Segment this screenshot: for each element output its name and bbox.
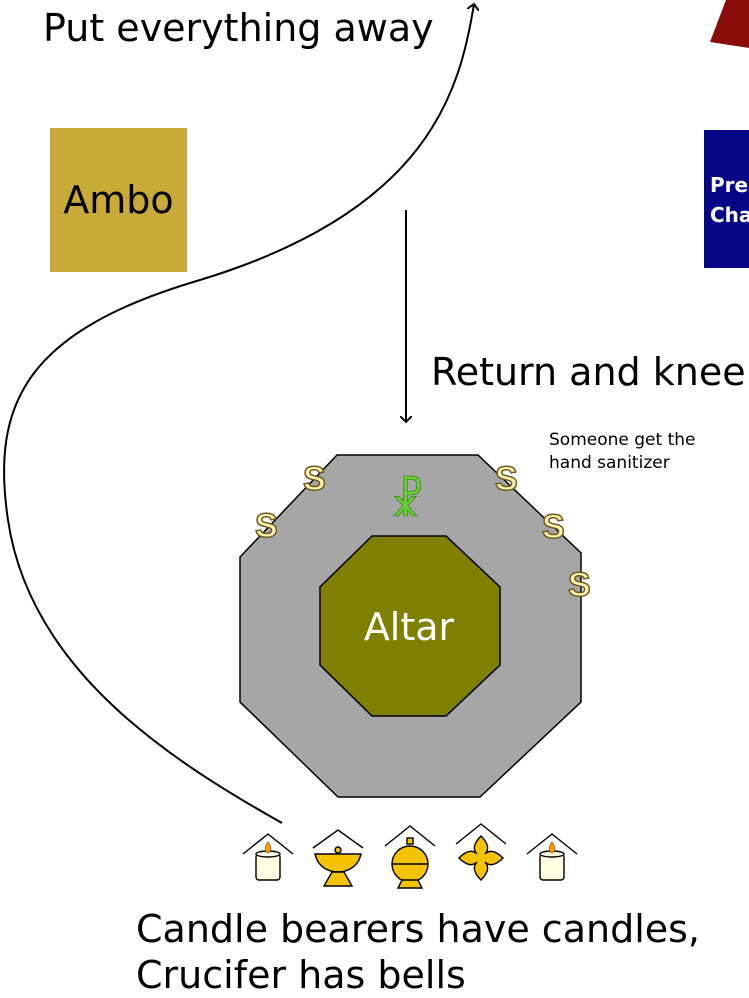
- red-shape: [710, 0, 749, 48]
- ambo-label: Ambo: [63, 178, 174, 222]
- server-marker: S: [303, 460, 326, 498]
- caption-line1: Candle bearers have candles,: [136, 907, 701, 951]
- chair-label-line2: Cha: [710, 203, 749, 227]
- chi-rho-icon: ☧: [390, 475, 424, 527]
- bowl-icon: [312, 829, 364, 887]
- return-kneel-label: Return and kneel: [431, 350, 749, 394]
- candle-icon: [526, 833, 578, 881]
- chair-label: Pre Cha: [710, 170, 749, 230]
- put-away-label: Put everything away: [43, 6, 434, 50]
- ambo-box: Ambo: [50, 128, 187, 272]
- candle-icon: [242, 833, 294, 881]
- chair-label-line1: Pre: [710, 173, 749, 197]
- curved-path-arrow: [3, 4, 474, 824]
- altar: [319, 535, 501, 717]
- altar-label: Altar: [363, 605, 455, 649]
- server-marker: S: [568, 566, 591, 604]
- bell-icon: [384, 825, 436, 889]
- procession-caption: Candle bearers have candles, Crucifer ha…: [136, 906, 749, 998]
- sanitizer-note: Someone get the hand sanitizer: [549, 429, 749, 475]
- procession-icons: [242, 823, 578, 889]
- sanitizer-note-line2: hand sanitizer: [549, 453, 670, 473]
- server-marker: S: [255, 507, 278, 545]
- caption-line2: Crucifer has bells: [136, 953, 466, 997]
- presider-chair-box: Pre Cha: [704, 130, 749, 268]
- cross-icon: [455, 823, 507, 881]
- sanitizer-note-line1: Someone get the: [549, 430, 696, 450]
- server-markers: S S S S S: [254, 459, 591, 605]
- server-marker: S: [542, 508, 565, 546]
- server-marker: S: [495, 460, 518, 498]
